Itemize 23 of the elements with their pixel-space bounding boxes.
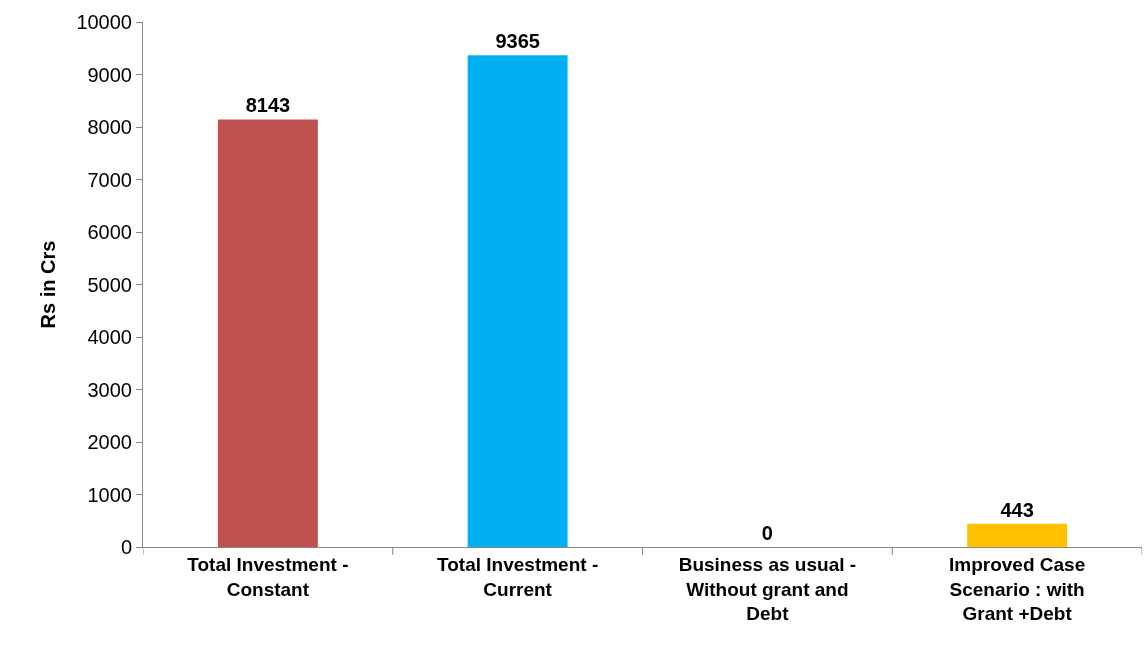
data-label: 0	[761, 522, 773, 544]
y-tick-label: 9000	[87, 63, 132, 86]
y-axis-title: Rs in Crs	[36, 240, 59, 329]
y-tick-label: 6000	[87, 221, 132, 243]
y-tick-label: 0	[120, 536, 132, 558]
x-tick-label: Improved Case Scenario : with Grant +Debt	[949, 553, 1086, 625]
y-tick-label: 8000	[87, 116, 132, 138]
bar	[467, 55, 568, 547]
y-tick-label: 3000	[87, 378, 132, 401]
y-tick-label: 2000	[87, 431, 132, 453]
y-tick-label: 4000	[87, 326, 132, 348]
y-tick-label: 1000	[87, 483, 132, 506]
y-tick-label: 5000	[87, 273, 132, 296]
x-tick-label: Total Investment - Constant	[187, 553, 349, 600]
bar	[967, 523, 1068, 547]
data-label: 443	[1000, 498, 1034, 521]
x-tick-label: Business as usual - Without grant and Debt	[678, 553, 857, 625]
x-tick-label: Total Investment - Current	[437, 553, 599, 600]
y-tick-label: 7000	[87, 168, 132, 191]
y-tick-label: 10000	[76, 11, 132, 33]
data-label: 8143	[245, 94, 291, 117]
bar	[217, 119, 318, 547]
data-label: 9365	[495, 30, 540, 53]
